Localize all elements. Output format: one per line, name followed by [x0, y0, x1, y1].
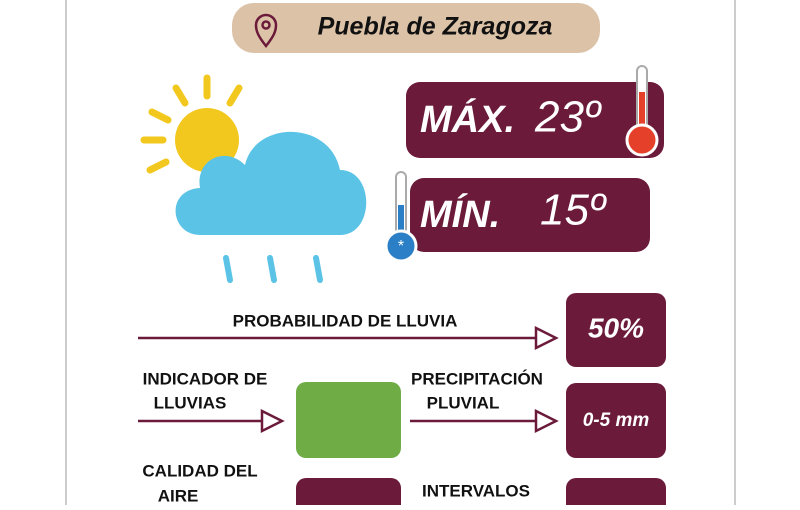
intervals-box	[566, 478, 666, 510]
arrow	[138, 408, 285, 434]
max-label: MÁX.	[420, 97, 515, 141]
thermometer-cold: *	[384, 171, 418, 263]
precipitation-value: 0-5 mm	[583, 410, 650, 431]
air-quality-label: AIRE	[158, 486, 199, 505]
arrow	[138, 325, 559, 351]
arrow	[410, 408, 559, 434]
rain-indicator-label: LLUVIAS	[154, 393, 227, 412]
max-value: 23º	[534, 93, 602, 142]
air-quality-box	[296, 478, 401, 510]
min-label: MÍN.	[420, 192, 500, 236]
intervals-label: INTERVALOS	[422, 481, 530, 500]
svg-text:*: *	[398, 238, 404, 255]
location-pill	[232, 3, 600, 53]
min-value: 15º	[540, 186, 607, 235]
location-name: Puebla de Zaragoza	[318, 13, 553, 41]
precipitation-label: PLUVIAL	[427, 393, 500, 412]
air-quality-label: CALIDAD DEL	[142, 461, 257, 480]
rain-probability-box	[566, 293, 666, 367]
pin-icon	[254, 13, 278, 49]
rain-probability-value: 50%	[588, 312, 644, 343]
precipitation-label: PRECIPITACIÓN	[411, 369, 543, 388]
rain-indicator-box	[296, 382, 401, 458]
rain-probability-label: PROBABILIDAD DE LLUVIA	[233, 311, 458, 330]
rain-indicator-label: INDICADOR DE	[143, 369, 268, 388]
precipitation-box	[566, 383, 666, 458]
thermometer-hot	[625, 65, 659, 157]
min-box	[410, 178, 650, 252]
weather-icon	[140, 74, 367, 283]
max-box	[406, 82, 664, 158]
